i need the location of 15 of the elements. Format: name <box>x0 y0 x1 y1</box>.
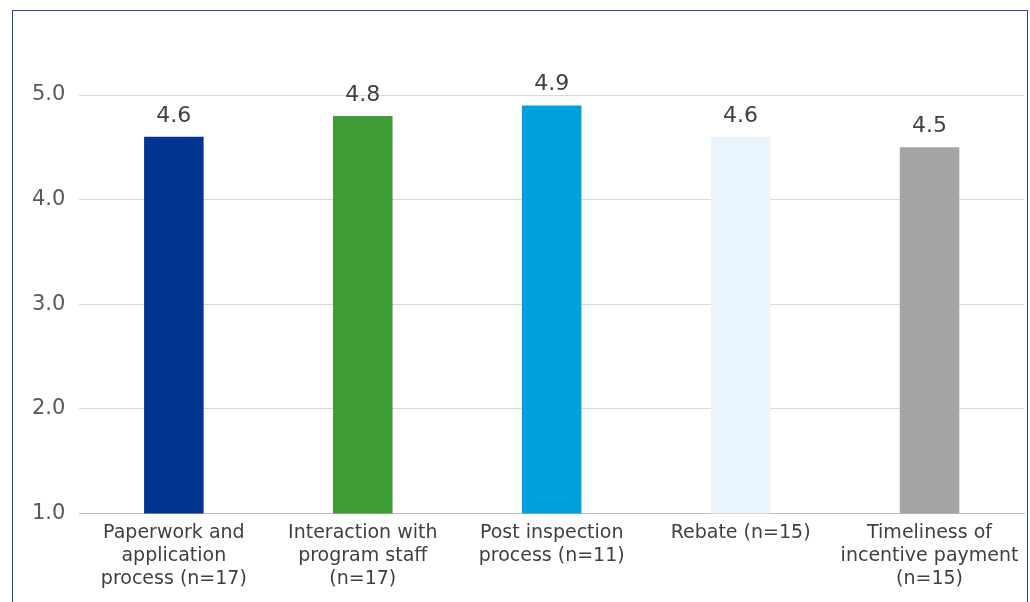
x-tick-label: Post inspection process (n=11) <box>478 519 625 565</box>
y-tick-label: 4.0 <box>31 186 66 211</box>
data-label: 4.6 <box>156 101 192 127</box>
y-tick-label: 1.0 <box>31 500 66 525</box>
data-label: 4.6 <box>723 101 759 127</box>
y-tick-label: 2.0 <box>31 395 66 420</box>
y-tick-label: 5.0 <box>31 81 66 106</box>
x-tick-label: Paperwork and application process (n=17) <box>100 519 247 588</box>
data-label: 4.9 <box>534 70 570 96</box>
x-tick-label: Rebate (n=15) <box>670 519 811 542</box>
y-tick-label: 3.0 <box>31 290 66 315</box>
x-tick-label: Interaction with program staff (n=17) <box>288 519 438 588</box>
data-label: 4.5 <box>912 112 948 138</box>
data-label: 4.8 <box>345 80 381 106</box>
x-tick-label: Timeliness of incentive payment (n=15) <box>840 519 1019 588</box>
